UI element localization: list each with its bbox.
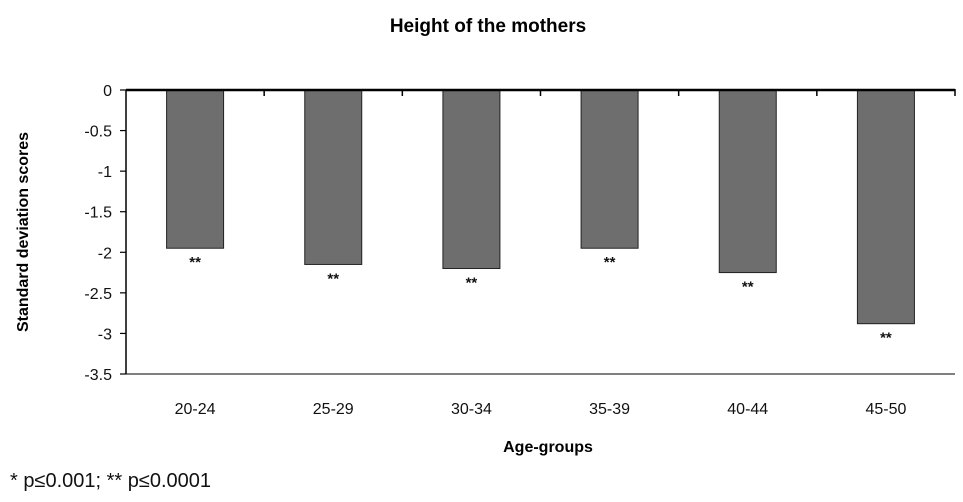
x-tick-label: 35-39 <box>589 401 630 418</box>
footnote: * p≤0.001; ** p≤0.0001 <box>10 470 211 492</box>
y-tick-label: -3.5 <box>84 367 112 384</box>
bar <box>718 89 777 274</box>
x-tick-label: 40-44 <box>727 401 768 418</box>
x-tick-label: 30-34 <box>451 401 492 418</box>
bar <box>166 89 225 249</box>
significance-label: ** <box>880 330 892 347</box>
y-axis-title: Standard deviation scores <box>15 132 32 332</box>
y-tick-label: -3 <box>98 326 112 343</box>
bar <box>304 89 363 265</box>
significance-label: ** <box>604 254 616 271</box>
plot-area: 0 -0.5 -1 -1.5 -2 -2.5 -3 -3.5 ** 20-24 ** 25-29 ** 3… <box>84 83 956 418</box>
x-tick-label: 45-50 <box>865 401 906 418</box>
y-tick-label: 0 <box>103 83 112 100</box>
y-tick-label: -2 <box>98 245 112 262</box>
chart-title: Height of the mothers <box>390 16 586 37</box>
x-axis-title: Age-groups <box>503 439 593 456</box>
bar <box>856 89 915 325</box>
x-tick-label: 25-29 <box>313 401 354 418</box>
significance-label: ** <box>466 275 478 292</box>
y-tick-label: -1.5 <box>84 205 112 222</box>
x-tick-label: 20-24 <box>175 401 216 418</box>
y-tick-label: -2.5 <box>84 286 112 303</box>
significance-label: ** <box>327 270 339 287</box>
significance-label: ** <box>189 254 201 271</box>
bar <box>442 89 501 270</box>
y-tick-label: -0.5 <box>84 124 112 141</box>
bar <box>580 89 639 249</box>
y-tick-label: -1 <box>98 164 112 181</box>
significance-label: ** <box>742 279 754 296</box>
